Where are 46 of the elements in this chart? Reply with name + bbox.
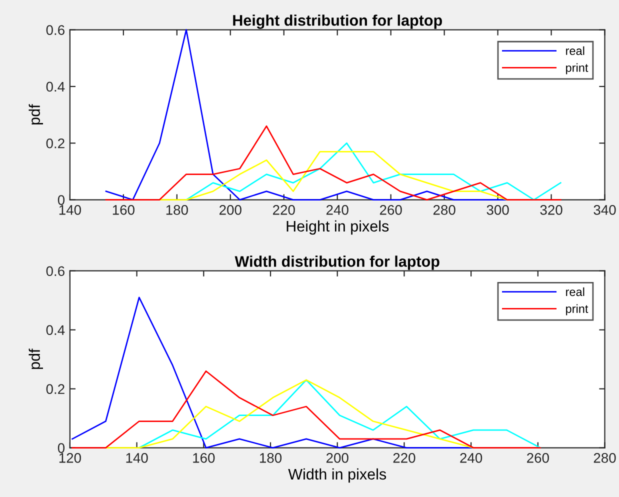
x-tick-label: 320 [540, 205, 562, 215]
x-tick-label: 240 [460, 453, 482, 463]
x-tick-label: 160 [112, 205, 134, 215]
x-tick-label: 280 [433, 205, 456, 215]
x-tick-label: 280 [594, 453, 616, 463]
line-series [72, 296, 474, 448]
line-series [158, 150, 508, 200]
legend-label: real [566, 46, 584, 56]
x-tick-label: 300 [486, 205, 509, 215]
x-tick-label: 140 [59, 205, 81, 215]
line-series [105, 29, 508, 200]
y-tick-label: 0.2 [46, 138, 64, 148]
legend-label: real [566, 287, 584, 296]
x-tick-label: 180 [260, 453, 282, 463]
x-tick-label: 200 [220, 205, 242, 215]
x-axis-title: Height in pixels [286, 220, 389, 235]
y-axis-title: pdf [28, 348, 44, 369]
y-tick-label: 0.4 [46, 325, 65, 336]
x-tick-label: 260 [527, 453, 549, 463]
y-tick-label: 0.6 [46, 25, 64, 35]
x-tick-label: 200 [326, 453, 348, 463]
line-series [105, 379, 474, 448]
line-series [138, 379, 541, 448]
line-series [105, 125, 562, 200]
x-tick-label: 120 [59, 453, 81, 463]
x-axis-title: Width in pixels [288, 468, 386, 483]
line-series [72, 370, 541, 448]
x-tick-label: 160 [193, 453, 215, 463]
x-tick-label: 180 [166, 205, 188, 215]
x-tick-label: 140 [126, 453, 148, 463]
y-tick-label: 0 [58, 443, 65, 453]
y-axis-title: pdf [28, 104, 44, 124]
x-tick-label: 240 [326, 205, 348, 215]
x-tick-label: 220 [393, 453, 416, 463]
line-series [186, 142, 562, 200]
legend-label: print [566, 304, 588, 316]
y-tick-label: 0.6 [46, 266, 64, 276]
y-tick-label: 0.4 [46, 82, 65, 92]
x-tick-label: 220 [272, 205, 295, 215]
chart-title: Height distribution for laptop [233, 14, 442, 29]
x-tick-label: 340 [594, 205, 616, 215]
x-tick-label: 260 [380, 205, 402, 215]
chart-title: Width distribution for laptop [234, 256, 440, 270]
y-tick-label: 0.2 [46, 384, 64, 394]
legend-label: print [566, 63, 588, 74]
y-tick-label: 0 [58, 195, 65, 205]
